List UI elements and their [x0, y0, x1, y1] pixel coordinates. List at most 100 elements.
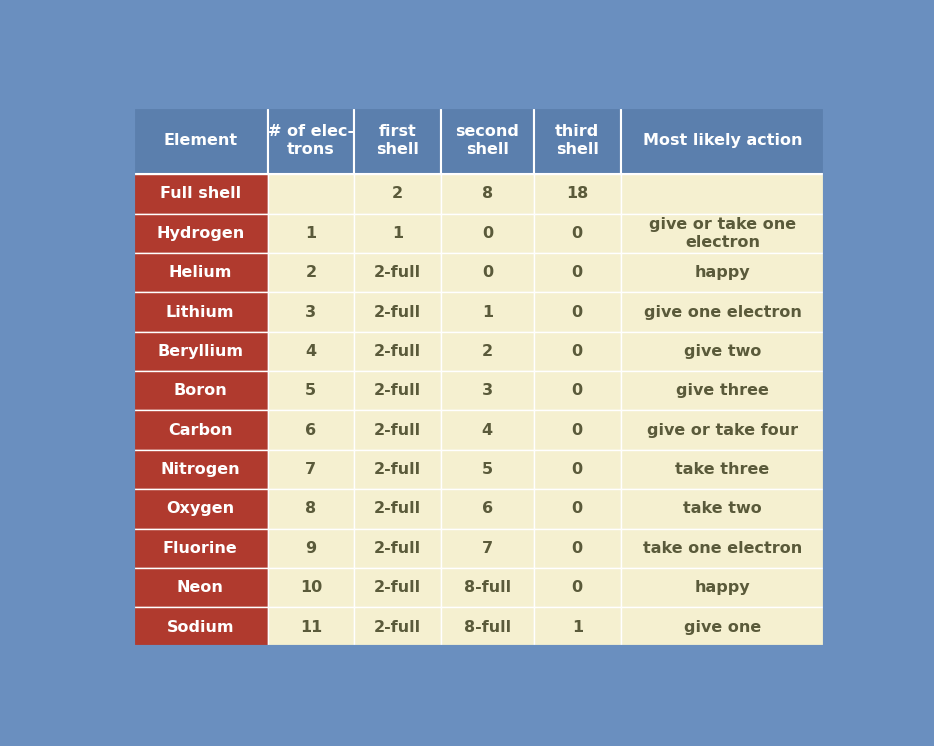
Bar [133, 450, 268, 489]
Text: 10: 10 [300, 580, 322, 595]
Bar [268, 371, 354, 410]
Bar [354, 371, 441, 410]
Text: give or take four: give or take four [647, 423, 799, 438]
Bar [620, 607, 825, 647]
Text: Oxygen: Oxygen [166, 501, 234, 516]
Bar [441, 410, 534, 450]
Text: first
shell: first shell [375, 124, 418, 157]
Text: 8: 8 [305, 501, 317, 516]
Text: # of elec-
trons: # of elec- trons [268, 124, 354, 157]
Text: 11: 11 [300, 619, 322, 635]
Bar [441, 568, 534, 607]
Bar [354, 450, 441, 489]
Bar [268, 450, 354, 489]
Text: Helium: Helium [168, 265, 232, 280]
Text: Neon: Neon [177, 580, 223, 595]
Bar [354, 529, 441, 568]
Text: 0: 0 [572, 265, 583, 280]
Bar [620, 253, 825, 292]
Text: give one electron: give one electron [644, 304, 801, 319]
Text: take two: take two [684, 501, 762, 516]
Text: 2-full: 2-full [374, 344, 421, 359]
Bar [354, 489, 441, 529]
Bar [534, 175, 620, 213]
Text: 0: 0 [572, 462, 583, 477]
Bar [354, 175, 441, 213]
Bar [441, 607, 534, 647]
Bar [133, 292, 268, 332]
Bar [268, 410, 354, 450]
Text: 2-full: 2-full [374, 383, 421, 398]
Bar [268, 332, 354, 371]
Text: 0: 0 [572, 423, 583, 438]
Bar [441, 292, 534, 332]
Text: 18: 18 [566, 186, 588, 201]
Text: 0: 0 [572, 501, 583, 516]
Bar [133, 332, 268, 371]
Bar [268, 529, 354, 568]
Bar [354, 292, 441, 332]
Text: Full shell: Full shell [160, 186, 241, 201]
Text: 0: 0 [482, 226, 493, 241]
Text: 6: 6 [305, 423, 317, 438]
Text: 2: 2 [305, 265, 317, 280]
Bar [620, 107, 825, 175]
Text: Element: Element [163, 133, 237, 148]
Text: 6: 6 [482, 501, 493, 516]
Text: 0: 0 [482, 265, 493, 280]
Text: 8-full: 8-full [464, 619, 511, 635]
Text: take three: take three [675, 462, 770, 477]
Bar [620, 332, 825, 371]
Bar [133, 253, 268, 292]
Text: 2: 2 [391, 186, 403, 201]
Bar [268, 107, 354, 175]
Bar [620, 371, 825, 410]
Text: 2-full: 2-full [374, 304, 421, 319]
Bar [268, 607, 354, 647]
Text: 2-full: 2-full [374, 423, 421, 438]
Bar [133, 529, 268, 568]
Text: give two: give two [684, 344, 761, 359]
Text: 4: 4 [482, 423, 493, 438]
Text: 0: 0 [572, 580, 583, 595]
Bar [133, 410, 268, 450]
Bar [441, 175, 534, 213]
Bar [133, 371, 268, 410]
Text: 4: 4 [305, 344, 317, 359]
Text: take one electron: take one electron [643, 541, 802, 556]
Text: 0: 0 [572, 226, 583, 241]
Bar [354, 332, 441, 371]
Text: 2-full: 2-full [374, 265, 421, 280]
Bar [268, 213, 354, 253]
Text: Nitrogen: Nitrogen [161, 462, 240, 477]
Bar [620, 175, 825, 213]
Bar [534, 607, 620, 647]
Text: 3: 3 [482, 383, 493, 398]
Text: 2-full: 2-full [374, 541, 421, 556]
Bar [534, 107, 620, 175]
Bar [534, 410, 620, 450]
Bar [534, 371, 620, 410]
Bar [534, 213, 620, 253]
Bar [133, 107, 268, 175]
Bar [534, 292, 620, 332]
Bar [354, 107, 441, 175]
Bar [354, 253, 441, 292]
Bar [441, 529, 534, 568]
Text: Most likely action: Most likely action [643, 133, 802, 148]
Text: give three: give three [676, 383, 769, 398]
Text: 9: 9 [305, 541, 317, 556]
Text: 2-full: 2-full [374, 619, 421, 635]
Text: 7: 7 [482, 541, 493, 556]
Text: give or take one
electron: give or take one electron [649, 216, 796, 250]
Text: second
shell: second shell [456, 124, 519, 157]
Bar [354, 607, 441, 647]
Text: 1: 1 [391, 226, 403, 241]
Text: Boron: Boron [174, 383, 227, 398]
Bar [441, 107, 534, 175]
Text: happy: happy [695, 580, 750, 595]
Text: 1: 1 [482, 304, 493, 319]
Bar [620, 489, 825, 529]
Text: 2-full: 2-full [374, 462, 421, 477]
Bar [354, 213, 441, 253]
